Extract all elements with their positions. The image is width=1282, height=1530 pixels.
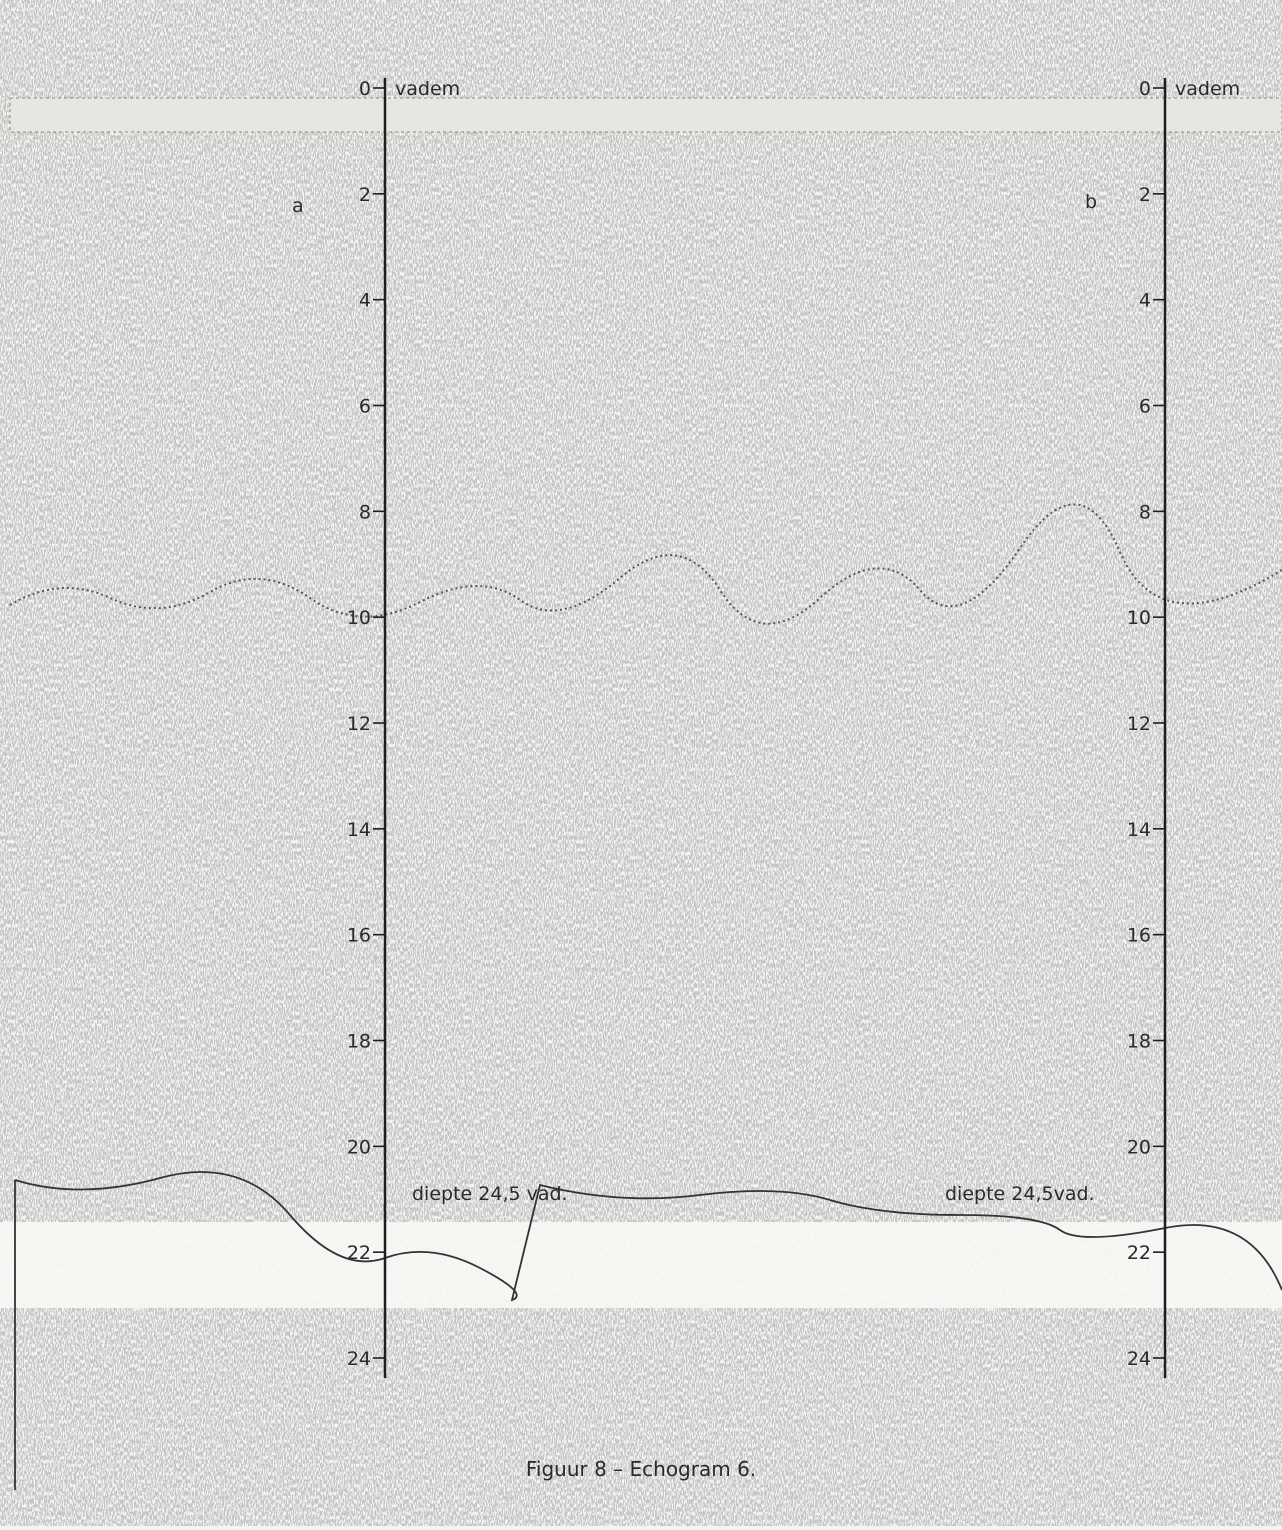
depth-label: 6 [359,396,371,418]
depth-label: 10 [347,607,371,629]
depth-label: 24 [1127,1348,1151,1370]
depth-label: 18 [1127,1031,1151,1053]
depth-annotation: diepte 24,5vad. [945,1183,1095,1205]
depth-label: 0 [1139,78,1151,100]
depth-label: 22 [347,1242,371,1264]
depth-label: 16 [1127,925,1151,947]
depth-label: 18 [347,1031,371,1053]
panel-label: a [292,195,304,217]
depth-label: 2 [1139,184,1151,206]
seabed-trace [14,1171,1282,1490]
depth-label: 20 [1127,1136,1151,1158]
depth-label: 16 [347,925,371,947]
depth-label: 20 [347,1136,371,1158]
bottom-shadow [0,1222,1282,1308]
depth-label: 6 [1139,396,1151,418]
unit-label: vadem [395,78,460,100]
depth-label: 4 [1139,290,1151,312]
surface-band [9,97,1282,133]
unit-label: vadem [1175,78,1240,100]
depth-label: 10 [1127,607,1151,629]
depth-annotation: diepte 24,5 vad. [412,1183,568,1205]
depth-label: 12 [347,713,371,735]
depth-label: 24 [347,1348,371,1370]
depth-label: 12 [1127,713,1151,735]
depth-label: 8 [359,501,371,523]
depth-label: 4 [359,290,371,312]
depth-label: 0 [359,78,371,100]
panel-label: b [1085,191,1097,213]
thermocline-trace [9,503,1282,625]
depth-label: 22 [1127,1242,1151,1264]
depth-label: 14 [347,819,371,841]
depth-label: 2 [359,184,371,206]
depth-label: 8 [1139,501,1151,523]
depth-label: 14 [1127,819,1151,841]
figure-caption: Figuur 8 – Echogram 6. [526,1457,756,1481]
